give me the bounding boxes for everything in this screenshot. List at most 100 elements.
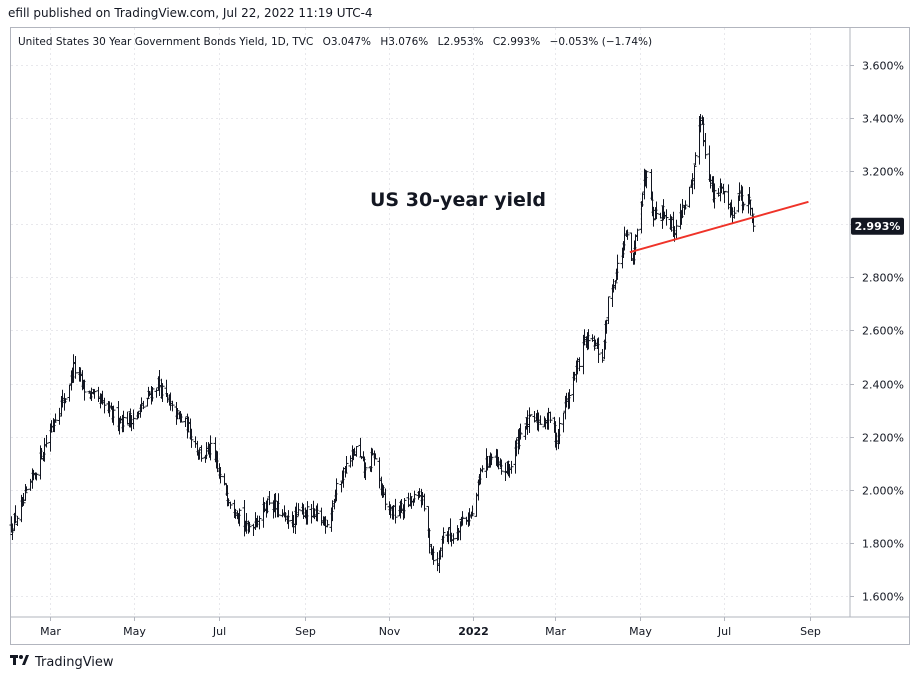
ohlc-bar — [518, 423, 523, 440]
y-tick-label: 2.800% — [862, 272, 904, 285]
ohlc-bar — [692, 164, 697, 190]
last-price-label-text: 2.993% — [855, 220, 901, 233]
ohlc-bar — [592, 335, 597, 351]
ohlc-bar — [325, 519, 330, 528]
ohlc-bar — [548, 411, 553, 424]
ohlc-bar — [183, 417, 188, 427]
grid-layer — [11, 28, 850, 617]
ohlc-bar — [441, 527, 446, 544]
ohlc-bar — [557, 417, 562, 445]
ohlc-bar — [257, 515, 262, 530]
ohlc-bar — [218, 467, 223, 484]
chart-title: US 30-year yield — [370, 189, 546, 211]
ohlc-bar — [305, 501, 310, 525]
y-tick-label: 3.400% — [862, 113, 904, 126]
ohlc-bar — [451, 533, 456, 544]
ohlc-bar — [615, 254, 620, 280]
ohlc-bar — [82, 379, 87, 401]
ohlc-bar — [538, 415, 543, 425]
price-axis: 3.600%3.400%3.200%3.000%2.800%2.600%2.40… — [849, 27, 904, 617]
ohlc-bar — [741, 201, 746, 211]
legend-close: C2.993% — [493, 36, 540, 48]
ohlc-bar — [276, 493, 281, 518]
ohlc-bar — [629, 232, 634, 261]
chart-frame — [10, 27, 910, 645]
tradingview-logo-icon[interactable] — [10, 654, 30, 670]
ohlc-bar — [528, 414, 533, 417]
ohlc-bar — [24, 486, 29, 492]
legend-high: H3.076% — [380, 36, 428, 48]
ohlc-bar — [296, 503, 301, 516]
ohlc-bar — [141, 400, 146, 410]
ohlc-bar — [160, 383, 165, 402]
ohlc-bar — [125, 411, 130, 425]
legend-low: L2.953% — [438, 36, 484, 48]
ohlc-bar — [189, 428, 194, 448]
x-tick-label: Mar — [40, 625, 61, 638]
ohlc-bar — [748, 200, 753, 216]
ohlc-bar — [261, 497, 266, 528]
y-tick-label: 2.400% — [862, 379, 904, 392]
ohlc-bar — [53, 413, 58, 423]
ohlc-bar — [179, 413, 184, 423]
ohlc-bar — [654, 201, 659, 220]
y-tick-label: 2.600% — [862, 325, 904, 338]
last-price-label: 2.993% — [851, 217, 904, 235]
y-tick-label: 3.600% — [862, 60, 904, 73]
ohlc-bar — [383, 488, 388, 511]
ohlc-bar — [393, 498, 398, 524]
footer-brand[interactable]: TradingView — [35, 654, 114, 670]
footer: TradingView — [10, 654, 114, 670]
ohlc-bar — [431, 546, 436, 565]
ohlc-bar — [247, 521, 252, 533]
ohlc-bar — [683, 200, 688, 210]
ohlc-bar — [63, 398, 68, 404]
ohlc-bars — [9, 114, 756, 574]
ohlc-bar — [363, 462, 368, 481]
ohlc-bar — [600, 349, 605, 363]
ohlc-bar — [635, 228, 640, 242]
y-tick-label: 1.600% — [862, 591, 904, 604]
trendline — [629, 200, 809, 254]
ohlc-bar — [499, 459, 504, 475]
ohlc-bar — [489, 453, 494, 466]
y-tick-label: 3.200% — [862, 166, 904, 179]
ohlc-bar — [651, 206, 656, 227]
time-axis: Mar May Jul Sep Nov 2022 Mar May Jul Sep — [10, 616, 910, 638]
ohlc-bar — [596, 337, 601, 363]
ohlc-bar — [34, 472, 39, 481]
ohlc-bar — [435, 552, 440, 572]
ohlc-bar — [693, 152, 698, 166]
ohlc-bar — [237, 508, 242, 527]
ohlc-bar — [722, 190, 727, 203]
ohlc-bar — [222, 473, 227, 486]
ohlc-bar — [121, 410, 126, 433]
ohlc-bar — [567, 389, 572, 409]
ohlc-bar — [348, 455, 353, 468]
ohlc-bar — [412, 490, 417, 503]
ohlc-bar — [67, 384, 72, 402]
ohlc-bar — [354, 446, 359, 457]
ohlc-bar — [28, 478, 33, 491]
x-tick-label: Nov — [379, 625, 401, 638]
ohlc-bar — [92, 388, 97, 399]
ohlc-bar — [358, 437, 363, 458]
x-tick-label: May — [629, 625, 652, 638]
ohlc-bar — [44, 434, 49, 448]
ohlc-bar — [309, 503, 314, 524]
ohlc-bar — [644, 170, 649, 189]
ohlc-bar — [111, 405, 116, 426]
ohlc-bar — [315, 503, 320, 522]
ohlc-bar — [334, 478, 339, 502]
x-tick-label: 2022 — [458, 625, 489, 638]
x-tick-label: May — [123, 625, 146, 638]
ohlc-bar — [294, 502, 299, 526]
x-tick-label: Mar — [545, 625, 566, 638]
ohlc-bar — [228, 501, 233, 509]
ohlc-bar — [687, 186, 692, 208]
ohlc-bar — [369, 447, 374, 473]
ohlc-bar — [344, 455, 349, 474]
publisher-line: efill published on TradingView.com, Jul … — [8, 6, 373, 20]
x-tick-label: Sep — [295, 625, 316, 638]
